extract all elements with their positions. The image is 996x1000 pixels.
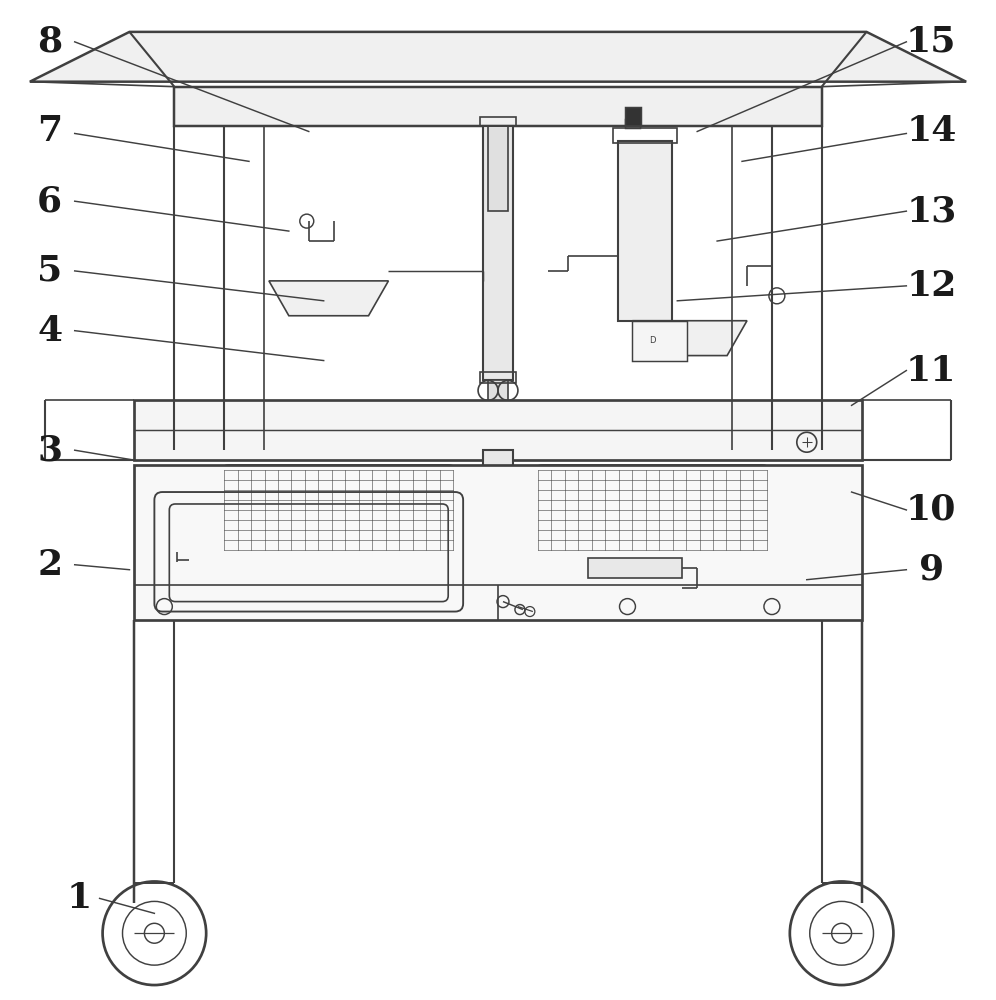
Text: 9: 9 [918, 553, 944, 587]
Bar [588, 558, 682, 578]
Bar [625, 119, 640, 128]
Text: 7: 7 [37, 114, 63, 148]
Bar [488, 126, 508, 211]
Text: 14: 14 [906, 114, 956, 148]
Bar [483, 126, 513, 380]
Text: 12: 12 [906, 269, 956, 303]
Text: 11: 11 [906, 354, 956, 388]
Polygon shape [632, 321, 747, 356]
Text: D: D [649, 336, 655, 345]
Bar [488, 380, 508, 460]
Text: 6: 6 [37, 184, 63, 218]
Bar [134, 400, 862, 460]
Bar [632, 321, 687, 361]
Bar [480, 117, 516, 126]
Bar [134, 465, 862, 620]
Bar [625, 107, 641, 126]
Text: 5: 5 [37, 254, 63, 288]
Bar [483, 450, 513, 560]
Text: 10: 10 [906, 493, 956, 527]
Text: 2: 2 [37, 548, 63, 582]
Text: 15: 15 [906, 25, 956, 59]
Polygon shape [30, 32, 966, 82]
Text: 13: 13 [906, 194, 956, 228]
Polygon shape [269, 281, 388, 316]
Text: 1: 1 [67, 881, 93, 915]
Text: 8: 8 [37, 25, 63, 59]
Text: 4: 4 [37, 314, 63, 348]
Text: 3: 3 [37, 433, 63, 467]
Polygon shape [174, 87, 822, 126]
Bar [613, 128, 677, 143]
Bar [480, 372, 516, 383]
Bar [618, 141, 672, 321]
